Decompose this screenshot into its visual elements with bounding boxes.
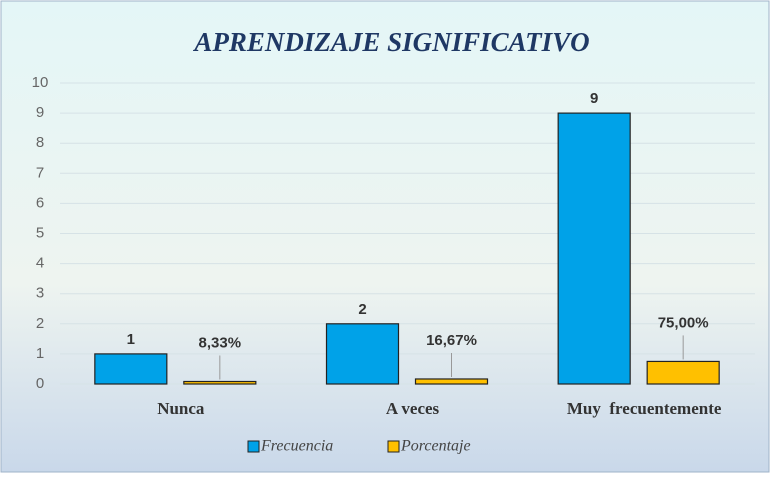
y-tick-label: 10 [32, 74, 49, 91]
bar [646, 360, 720, 385]
bar [414, 378, 489, 385]
y-tick-label: 0 [36, 375, 44, 392]
y-tick-label: 9 [36, 104, 44, 121]
data-label: 2 [358, 301, 366, 318]
data-label: 16,67% [426, 332, 477, 349]
data-label: 8,33% [199, 334, 242, 351]
legend-label: Frecuencia [260, 438, 333, 455]
y-tick-label: 8 [36, 134, 44, 151]
legend-label: Porcentaje [400, 438, 471, 455]
x-tick-label: A veces [386, 399, 440, 418]
y-tick-label: 2 [36, 315, 44, 332]
data-label: 1 [127, 331, 135, 348]
x-tick-label: Muy frecuentemente [567, 399, 722, 418]
y-tick-label: 7 [36, 164, 44, 181]
chart-title: APRENDIZAJE SIGNIFICATIVO [192, 27, 589, 57]
data-label: 9 [590, 90, 598, 107]
y-tick-label: 6 [36, 194, 44, 211]
y-tick-label: 3 [36, 285, 44, 302]
bar [94, 353, 168, 385]
y-tick-label: 4 [36, 255, 44, 272]
legend-swatch [247, 440, 260, 453]
x-tick-label: Nunca [157, 399, 205, 418]
y-tick-label: 1 [36, 345, 44, 362]
y-tick-label: 5 [36, 224, 44, 241]
legend-swatch [387, 440, 400, 453]
bar [325, 323, 400, 385]
data-label: 75,00% [658, 314, 709, 331]
bar [557, 112, 631, 385]
bar [183, 380, 257, 385]
